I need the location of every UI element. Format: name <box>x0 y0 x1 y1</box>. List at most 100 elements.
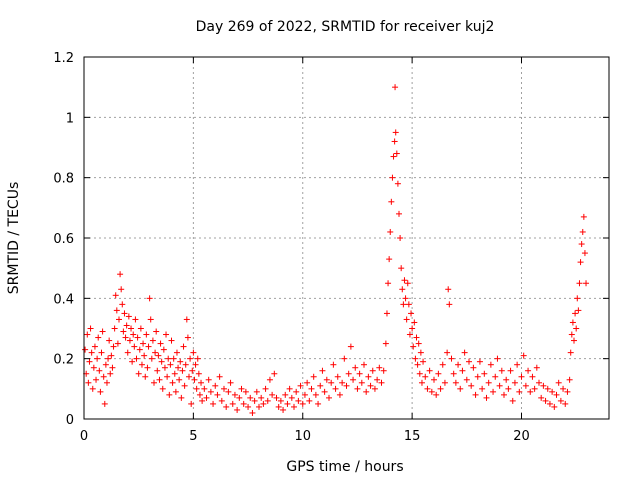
data-point <box>227 379 234 386</box>
data-point <box>304 379 311 386</box>
data-point <box>411 319 418 326</box>
data-point <box>387 228 394 235</box>
data-point <box>194 355 201 362</box>
data-point <box>470 364 477 371</box>
data-point <box>446 301 453 308</box>
data-point <box>236 394 243 401</box>
data-point <box>578 241 585 248</box>
data-point <box>186 373 192 380</box>
data-point <box>431 376 437 383</box>
data-point <box>328 379 335 386</box>
data-point <box>339 379 346 386</box>
data-point <box>566 376 573 383</box>
data-point <box>396 210 402 217</box>
data-point <box>145 343 152 350</box>
data-point <box>383 310 390 317</box>
data-point <box>137 325 144 332</box>
data-point <box>417 349 424 356</box>
data-point <box>472 391 479 398</box>
data-point <box>131 343 138 350</box>
data-point <box>223 403 230 410</box>
x-tick-label: 5 <box>189 429 197 444</box>
data-point <box>306 397 313 404</box>
data-point <box>182 361 189 368</box>
data-point <box>100 373 107 380</box>
data-point <box>168 337 175 344</box>
data-point <box>221 385 227 392</box>
data-point <box>147 316 154 323</box>
grid-lines <box>84 57 609 419</box>
data-point <box>156 376 163 383</box>
data-point <box>388 198 395 205</box>
data-point <box>179 367 186 374</box>
data-point <box>529 373 536 380</box>
data-point <box>181 382 188 389</box>
data-point <box>439 361 446 368</box>
data-point <box>401 277 408 284</box>
data-point <box>273 394 280 401</box>
data-point <box>251 397 258 404</box>
data-point <box>546 400 553 407</box>
data-point <box>101 400 108 407</box>
y-tick-label: 0.8 <box>53 172 74 187</box>
data-point <box>538 394 545 401</box>
data-point <box>258 394 265 401</box>
data-point <box>496 382 503 389</box>
data-point <box>119 301 126 308</box>
data-point <box>118 286 125 293</box>
x-tick-label: 15 <box>404 429 421 444</box>
data-point <box>123 322 130 329</box>
data-point <box>216 373 223 380</box>
data-point <box>295 397 302 404</box>
data-point <box>435 370 442 377</box>
data-point <box>334 373 341 380</box>
data-point <box>172 388 179 395</box>
data-point <box>507 367 514 374</box>
data-point <box>466 358 472 365</box>
data-point <box>404 280 411 287</box>
data-point <box>117 271 124 278</box>
data-point <box>503 376 510 383</box>
data-point <box>441 379 448 386</box>
data-point <box>382 340 389 347</box>
data-point <box>149 337 156 344</box>
data-point <box>180 343 187 350</box>
data-point <box>262 385 269 392</box>
data-point <box>199 397 206 404</box>
data-point <box>225 388 232 395</box>
data-point <box>169 379 176 386</box>
x-tick-label: 0 <box>80 429 88 444</box>
data-point <box>136 346 143 353</box>
data-point <box>160 346 167 353</box>
data-point <box>555 379 562 386</box>
data-point <box>148 355 155 362</box>
data-point <box>455 361 462 368</box>
data-point <box>89 385 96 392</box>
data-point <box>361 361 367 368</box>
data-point <box>567 349 574 356</box>
data-point <box>212 382 219 389</box>
data-point <box>365 373 372 380</box>
data-point <box>514 361 521 368</box>
data-point <box>120 328 127 335</box>
data-point <box>154 367 161 374</box>
data-point <box>111 325 118 332</box>
data-point <box>144 364 151 371</box>
data-point <box>164 373 171 380</box>
data-point <box>247 394 254 401</box>
data-point <box>457 385 464 392</box>
data-point <box>214 391 221 398</box>
data-point <box>319 367 326 374</box>
data-point <box>109 364 116 371</box>
data-point <box>158 358 165 365</box>
y-tick-label: 0.4 <box>53 292 74 307</box>
data-point <box>253 388 260 395</box>
y-tick-label: 0.6 <box>53 232 74 247</box>
data-point <box>113 307 120 314</box>
data-point <box>94 355 101 362</box>
data-point <box>390 153 397 160</box>
data-point <box>191 376 198 383</box>
data-point <box>157 340 164 347</box>
data-point <box>516 388 523 395</box>
data-point <box>203 394 210 401</box>
